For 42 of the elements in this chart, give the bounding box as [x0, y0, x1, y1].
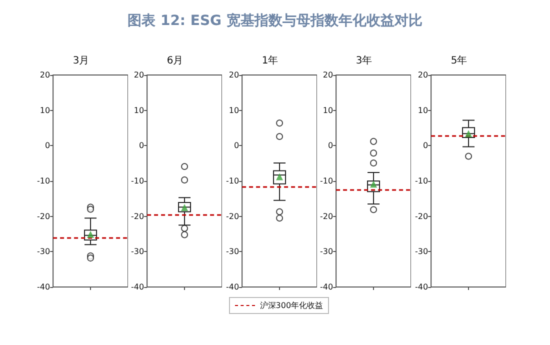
y-tick-label: -40: [131, 282, 144, 292]
y-tick-label: -20: [131, 212, 144, 221]
y-tick-label: -30: [131, 247, 144, 256]
chart-title: 1年: [262, 54, 278, 66]
text: 图表 12: ESG 宽基指数与母指数年化收益对比: [128, 12, 422, 31]
legend-label: 沪深300年化收益: [260, 300, 324, 311]
y-tick-label: 0: [234, 141, 239, 150]
y-tick-label: -30: [226, 247, 239, 256]
y-tick-label: 20: [323, 70, 334, 80]
y-tick-label: -30: [320, 247, 334, 256]
y-tick-label: 20: [228, 70, 239, 80]
y-tick-label: -10: [36, 176, 50, 186]
y-tick-label: -40: [414, 282, 428, 292]
y-tick-label: -10: [131, 176, 144, 186]
y-tick-label: 0: [328, 141, 334, 150]
y-tick-label: 10: [40, 106, 50, 115]
y-tick-label: 20: [417, 70, 428, 80]
y-tick-label: 0: [44, 141, 50, 150]
y-tick-label: 0: [422, 141, 428, 150]
chart-title: 5年: [450, 54, 467, 66]
chart-title: 3年: [356, 54, 372, 66]
y-tick-label: -40: [36, 282, 50, 292]
y-tick-label: -40: [320, 282, 334, 292]
y-tick-label: -10: [414, 176, 428, 186]
y-tick-label: -20: [414, 212, 428, 221]
y-tick-label: -20: [36, 212, 50, 221]
y-tick-label: -20: [320, 212, 334, 221]
y-tick-label: 0: [139, 141, 144, 150]
y-tick-label: 20: [134, 70, 144, 80]
y-tick-label: 10: [134, 106, 144, 115]
y-tick-label: 10: [323, 106, 334, 115]
chart-title: 3月: [72, 56, 90, 66]
y-tick-label: -10: [320, 176, 334, 186]
y-tick-label: -40: [226, 282, 239, 292]
y-tick-label: -20: [226, 212, 239, 221]
y-tick-label: -30: [36, 247, 50, 256]
y-tick-label: -10: [226, 176, 239, 186]
y-tick-label: -30: [414, 247, 428, 256]
y-tick-label: 20: [40, 70, 50, 80]
y-tick-label: 10: [417, 106, 428, 115]
chart-title: 6月: [167, 56, 184, 66]
y-tick-label: 10: [228, 106, 239, 115]
